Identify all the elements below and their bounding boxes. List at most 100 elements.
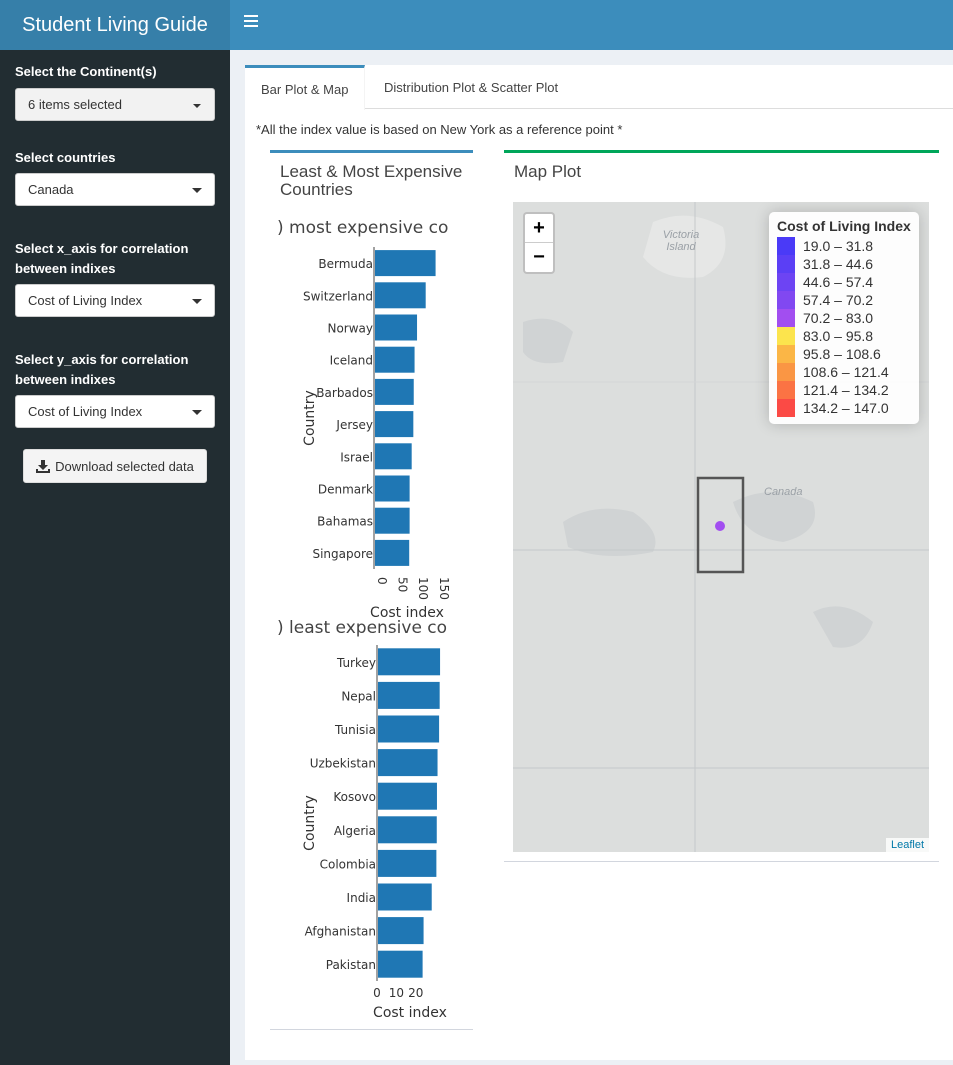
bar[interactable] [375, 475, 410, 502]
legend-item: 70.2 – 83.0 [777, 309, 911, 327]
map-legend-title: Cost of Living Index [777, 218, 911, 234]
chevron-down-icon [192, 299, 202, 304]
bar[interactable] [378, 782, 437, 810]
legend-swatch [777, 399, 795, 417]
legend-label: 57.4 – 70.2 [803, 292, 874, 308]
category-label: Tunisia [334, 723, 376, 737]
bar[interactable] [378, 917, 424, 945]
legend-swatch [777, 363, 795, 381]
chevron-down-icon [193, 104, 201, 108]
bar[interactable] [378, 648, 441, 676]
legend-swatch [777, 237, 795, 255]
xaxis-select[interactable]: Cost of Living Index [15, 284, 215, 317]
countries-select[interactable]: Canada [15, 173, 215, 206]
category-label: Denmark [318, 483, 373, 497]
category-label: Kosovo [333, 790, 376, 804]
tab-bar-plot-map[interactable]: Bar Plot & Map [245, 65, 366, 110]
bar-plot-box: Least & Most Expensive Countries [270, 150, 473, 1030]
app-title: Student Living Guide [0, 0, 230, 50]
legend-swatch [777, 327, 795, 345]
tick-label: 20 [408, 986, 423, 1000]
category-label: Iceland [330, 354, 373, 368]
xaxis-select-value: Cost of Living Index [28, 293, 143, 308]
tick-label: 0 [375, 577, 389, 585]
bar[interactable] [378, 950, 423, 978]
most-expensive-chart: ) most expensive co Bermuda Switzerland Nor… [277, 218, 451, 621]
category-label: Nepal [341, 689, 376, 703]
legend-item: 134.2 – 147.0 [777, 399, 911, 417]
bar[interactable] [375, 507, 410, 534]
leaflet-map[interactable]: Victoria Island Canada + − Cost of Livin… [513, 202, 929, 852]
bar[interactable] [375, 411, 414, 438]
tab-content-box: Bar Plot & Map Distribution Plot & Scatt… [245, 65, 953, 1060]
tab-bar: Bar Plot & Map Distribution Plot & Scatt… [245, 65, 953, 110]
category-label: Jersey [335, 418, 373, 432]
tick-label: 150 [437, 577, 451, 600]
bar[interactable] [375, 346, 415, 373]
legend-swatch [777, 255, 795, 273]
legend-item: 19.0 – 31.8 [777, 237, 911, 255]
legend-item: 121.4 – 134.2 [777, 381, 911, 399]
top-navbar [230, 0, 953, 50]
zoom-out-button[interactable]: − [533, 246, 545, 268]
category-label: Afghanistan [305, 925, 376, 939]
legend-swatch [777, 345, 795, 363]
chevron-down-icon [192, 410, 202, 415]
bar[interactable] [378, 883, 432, 911]
bar[interactable] [375, 443, 412, 470]
bar[interactable] [378, 749, 438, 777]
chart-title: ) most expensive co [277, 218, 448, 238]
category-label: Pakistan [326, 958, 376, 972]
yaxis-select-value: Cost of Living Index [28, 404, 143, 419]
legend-swatch [777, 273, 795, 291]
bar[interactable] [378, 715, 440, 743]
leaflet-attribution-link[interactable]: Leaflet [885, 838, 929, 852]
sidebar: Select the Continent(s) 6 items selected… [0, 50, 230, 1065]
tick-label: 0 [373, 986, 381, 1000]
menu-toggle-icon[interactable] [244, 15, 258, 29]
chevron-down-icon [192, 188, 202, 193]
legend-label: 19.0 – 31.8 [803, 238, 874, 254]
legend-item: 31.8 – 44.6 [777, 255, 911, 273]
legend-swatch [777, 291, 795, 309]
legend-swatch [777, 309, 795, 327]
bar[interactable] [375, 250, 436, 277]
continent-select[interactable]: 6 items selected [15, 88, 215, 121]
legend-swatch [777, 381, 795, 399]
download-button[interactable]: Download selected data [23, 449, 207, 483]
least-expensive-chart: ) least expensive co Turkey Nepal Tunisia Uz… [277, 618, 447, 1021]
map-label-canada: Canada [764, 486, 803, 498]
zoom-in-button[interactable]: + [525, 214, 553, 243]
y-axis-label: Country [302, 795, 318, 851]
bar-plot-box-title: Least & Most Expensive Countries [280, 162, 463, 199]
yaxis-label: Select y_axis for correlation between in… [15, 352, 189, 387]
countries-label: Select countries [15, 150, 116, 165]
bar[interactable] [375, 282, 426, 309]
chart-title: ) least expensive co [277, 618, 447, 638]
map-plot-box-title: Map Plot [514, 162, 582, 181]
category-label: Bermuda [318, 257, 373, 271]
bar[interactable] [375, 314, 418, 341]
tab-distribution-scatter[interactable]: Distribution Plot & Scatter Plot [384, 79, 559, 95]
category-label: Singapore [312, 547, 373, 561]
bar[interactable] [378, 681, 440, 709]
category-label: Algeria [334, 824, 376, 838]
continent-label: Select the Continent(s) [15, 64, 157, 79]
tick-label: 50 [396, 577, 410, 592]
legend-item: 95.8 – 108.6 [777, 345, 911, 363]
category-label: Norway [327, 322, 373, 336]
country-marker[interactable] [715, 521, 725, 531]
bar[interactable] [375, 378, 414, 405]
download-icon [36, 459, 51, 473]
legend-item: 83.0 – 95.8 [777, 327, 911, 345]
map-legend: Cost of Living Index 19.0 – 31.8 31.8 – 4… [769, 212, 919, 424]
category-label: Israel [340, 450, 373, 464]
xaxis-label: Select x_axis for correlation between in… [15, 241, 189, 276]
yaxis-select[interactable]: Cost of Living Index [15, 395, 215, 428]
category-label: Colombia [320, 857, 376, 871]
bar[interactable] [375, 539, 410, 566]
download-button-label: Download selected data [55, 458, 194, 474]
bar[interactable] [378, 849, 437, 877]
legend-label: 44.6 – 57.4 [803, 274, 874, 290]
bar[interactable] [378, 816, 437, 844]
